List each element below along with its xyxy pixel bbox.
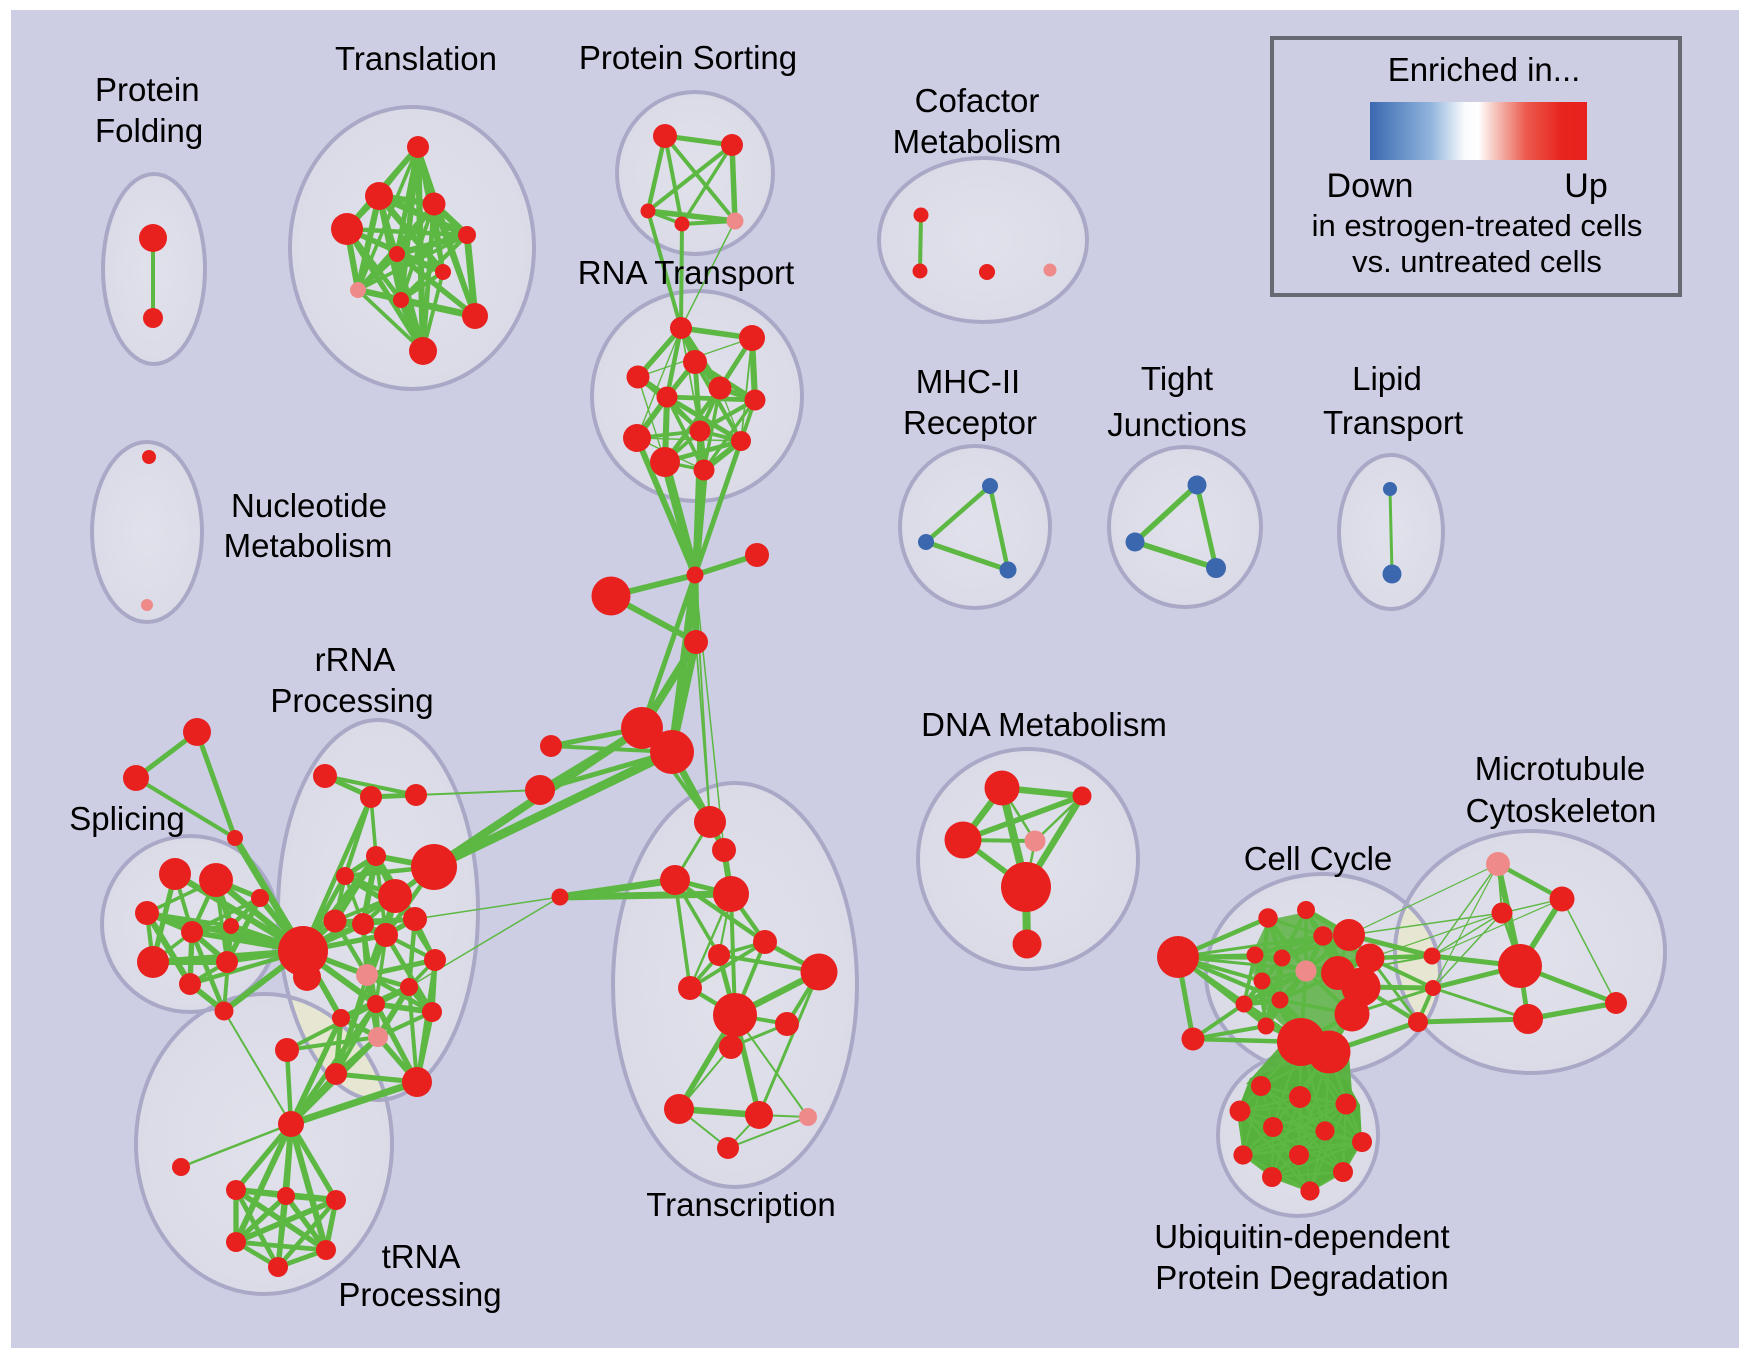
svg-text:Translation: Translation <box>335 40 497 77</box>
svg-text:Processing: Processing <box>270 682 433 719</box>
svg-text:Protein: Protein <box>95 71 200 108</box>
svg-text:Ubiquitin-dependent: Ubiquitin-dependent <box>1154 1218 1449 1255</box>
svg-text:MHC-II: MHC-II <box>916 363 1020 400</box>
svg-text:Tight: Tight <box>1141 360 1213 397</box>
svg-text:Receptor: Receptor <box>903 404 1037 441</box>
svg-text:rRNA: rRNA <box>315 641 396 678</box>
svg-text:Metabolism: Metabolism <box>893 123 1062 160</box>
svg-text:Metabolism: Metabolism <box>224 527 393 564</box>
svg-text:vs. untreated cells: vs. untreated cells <box>1352 244 1602 279</box>
svg-text:Folding: Folding <box>95 112 203 149</box>
svg-text:Down: Down <box>1327 167 1414 205</box>
svg-text:Enriched in...: Enriched in... <box>1388 51 1581 88</box>
svg-text:in estrogen-treated cells: in estrogen-treated cells <box>1312 208 1643 243</box>
svg-text:Cytoskeleton: Cytoskeleton <box>1466 792 1657 829</box>
svg-text:Nucleotide: Nucleotide <box>231 487 387 524</box>
svg-text:Junctions: Junctions <box>1107 406 1246 443</box>
svg-text:RNA Transport: RNA Transport <box>578 254 794 291</box>
svg-text:Cofactor: Cofactor <box>915 82 1040 119</box>
svg-text:Microtubule: Microtubule <box>1475 750 1646 787</box>
svg-text:DNA Metabolism: DNA Metabolism <box>921 706 1167 743</box>
svg-text:Up: Up <box>1564 167 1607 205</box>
svg-text:Processing: Processing <box>338 1276 501 1313</box>
svg-text:Lipid: Lipid <box>1352 360 1422 397</box>
svg-text:Protein Sorting: Protein Sorting <box>579 39 797 76</box>
svg-text:Transport: Transport <box>1323 404 1463 441</box>
svg-text:Cell Cycle: Cell Cycle <box>1244 840 1393 877</box>
svg-text:Splicing: Splicing <box>69 800 185 837</box>
svg-text:Protein Degradation: Protein Degradation <box>1155 1259 1449 1296</box>
svg-text:tRNA: tRNA <box>382 1238 461 1275</box>
svg-text:Transcription: Transcription <box>646 1186 836 1223</box>
